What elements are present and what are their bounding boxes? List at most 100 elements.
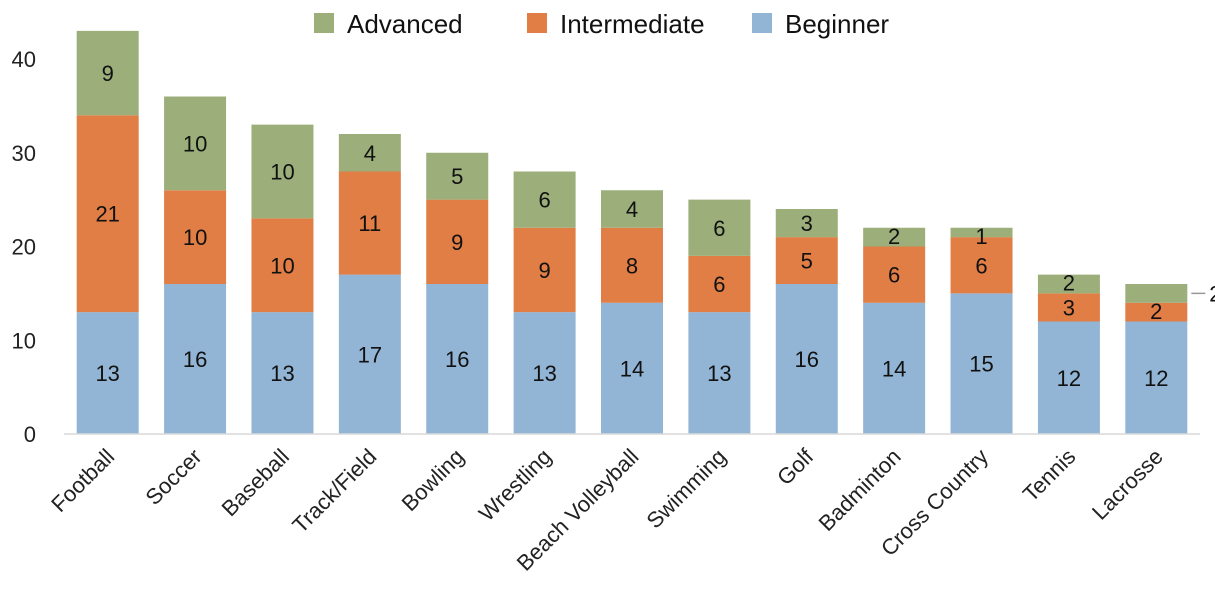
bar-beginner-golf (775, 284, 838, 434)
data-label-advanced-wrestling: 6 (538, 188, 550, 213)
data-label-advanced-badminton: 2 (888, 224, 900, 249)
bar-advanced-swimming (688, 199, 751, 256)
bar-beginner-bowling (426, 284, 489, 434)
data-label-intermediate-lacrosse: 2 (1150, 299, 1162, 324)
data-label-beginner-badminton: 14 (882, 356, 906, 381)
data-label-beginner-baseball: 13 (270, 361, 294, 386)
bar-advanced-badminton (863, 227, 926, 247)
bar-advanced-track-field (338, 134, 401, 172)
bar-intermediate-lacrosse (1125, 302, 1188, 322)
bar-beginner-swimming (688, 312, 751, 434)
legend-swatch-intermediate (527, 13, 547, 33)
data-label-intermediate-swimming: 6 (713, 272, 725, 297)
bar-intermediate-badminton (863, 246, 926, 303)
bar-intermediate-track-field (338, 171, 401, 275)
bar-advanced-beach-volleyball (601, 190, 663, 228)
x-tick-label-tennis: Tennis (1018, 444, 1081, 507)
bar-intermediate-beach-volleyball (601, 227, 663, 303)
data-label-advanced-beach-volleyball: 4 (626, 197, 638, 222)
data-label-advanced-soccer: 10 (183, 131, 207, 156)
data-label-advanced-swimming: 6 (713, 216, 725, 241)
bar-advanced-bowling (426, 152, 489, 200)
bar-advanced-cross-country (950, 227, 1013, 238)
data-label-intermediate-badminton: 6 (888, 263, 900, 288)
data-label-beginner-lacrosse: 12 (1144, 366, 1168, 391)
bar-intermediate-soccer (164, 190, 227, 284)
x-tick-label-wrestling: Wrestling (474, 444, 556, 526)
y-tick-label: 40 (12, 47, 36, 72)
bar-intermediate-football (76, 115, 139, 313)
data-label-beginner-golf: 16 (795, 347, 819, 372)
x-tick-label-swimming: Swimming (641, 444, 730, 533)
data-label-advanced-cross-country: 1 (975, 224, 987, 249)
data-label-advanced-golf: 3 (801, 211, 813, 236)
x-tick-label-golf: Golf (772, 443, 819, 490)
bar-advanced-wrestling (513, 171, 576, 228)
bar-intermediate-wrestling (513, 227, 576, 313)
data-label-advanced-lacrosse: 2 (1209, 281, 1215, 306)
x-tick-label-baseball: Baseball (217, 444, 294, 521)
bar-advanced-soccer (164, 96, 227, 191)
data-label-advanced-tennis: 2 (1063, 271, 1075, 296)
data-label-beginner-cross-country: 15 (969, 352, 993, 377)
data-label-intermediate-soccer: 10 (183, 225, 207, 250)
data-label-beginner-beach-volleyball: 14 (620, 356, 644, 381)
bar-intermediate-golf (775, 237, 838, 284)
data-label-intermediate-golf: 5 (801, 249, 813, 274)
data-label-advanced-baseball: 10 (270, 160, 294, 185)
x-tick-label-badminton: Badminton (814, 444, 906, 536)
y-axis: 0 10 20 30 40 (12, 47, 36, 447)
legend: Advanced Intermediate Beginner (314, 9, 889, 39)
bar-beginner-track-field (338, 274, 401, 434)
y-tick-label: 0 (24, 422, 36, 447)
data-label-intermediate-track-field: 11 (358, 211, 381, 236)
data-label-beginner-bowling: 16 (445, 347, 469, 372)
bar-advanced-tennis (1037, 274, 1100, 294)
bar-beginner-lacrosse (1125, 321, 1188, 434)
data-label-intermediate-football: 21 (95, 202, 119, 227)
data-label-advanced-bowling: 5 (451, 164, 463, 189)
y-tick-label: 30 (12, 141, 36, 166)
legend-swatch-beginner (752, 13, 772, 33)
bar-beginner-football (76, 312, 139, 434)
data-label-beginner-track-field: 17 (358, 342, 382, 367)
legend-swatch-advanced (314, 13, 334, 33)
bar-beginner-beach-volleyball (601, 302, 663, 434)
x-tick-label-bowling: Bowling (397, 444, 469, 516)
x-tick-label-soccer: Soccer (141, 444, 207, 510)
bar-advanced-golf (775, 209, 838, 238)
bar-intermediate-tennis (1037, 293, 1100, 322)
x-tick-label-track-field: Track/Field (287, 444, 381, 538)
bar-beginner-cross-country (950, 293, 1013, 434)
data-label-beginner-football: 13 (95, 361, 119, 386)
data-label-intermediate-beach-volleyball: 8 (626, 253, 638, 278)
bar-advanced-football (76, 30, 139, 116)
data-label-beginner-tennis: 12 (1057, 366, 1081, 391)
bar-intermediate-bowling (426, 199, 489, 284)
bar-beginner-tennis (1037, 321, 1100, 434)
legend-label-intermediate: Intermediate (560, 9, 705, 39)
bar-advanced-lacrosse (1125, 284, 1188, 303)
data-label-beginner-wrestling: 13 (532, 361, 556, 386)
data-label-advanced-football: 9 (102, 61, 114, 86)
data-label-intermediate-baseball: 10 (270, 253, 294, 278)
data-label-intermediate-tennis: 3 (1063, 295, 1075, 320)
bar-intermediate-swimming (688, 255, 751, 313)
legend-label-advanced: Advanced (347, 9, 463, 39)
bar-beginner-baseball (251, 312, 314, 434)
data-label-intermediate-bowling: 9 (451, 230, 463, 255)
data-label-intermediate-cross-country: 6 (975, 253, 987, 278)
legend-label-beginner: Beginner (785, 9, 889, 39)
bar-beginner-wrestling (513, 312, 576, 434)
bar-beginner-badminton (863, 302, 926, 434)
bar-advanced-baseball (251, 124, 314, 219)
y-tick-label: 20 (12, 235, 36, 260)
x-tick-label-lacrosse: Lacrosse (1087, 444, 1168, 525)
x-tick-label-football: Football (46, 444, 119, 517)
y-tick-label: 10 (12, 328, 36, 353)
data-label-beginner-soccer: 16 (183, 347, 207, 372)
data-label-intermediate-wrestling: 9 (538, 258, 550, 283)
data-label-advanced-track-field: 4 (364, 141, 376, 166)
